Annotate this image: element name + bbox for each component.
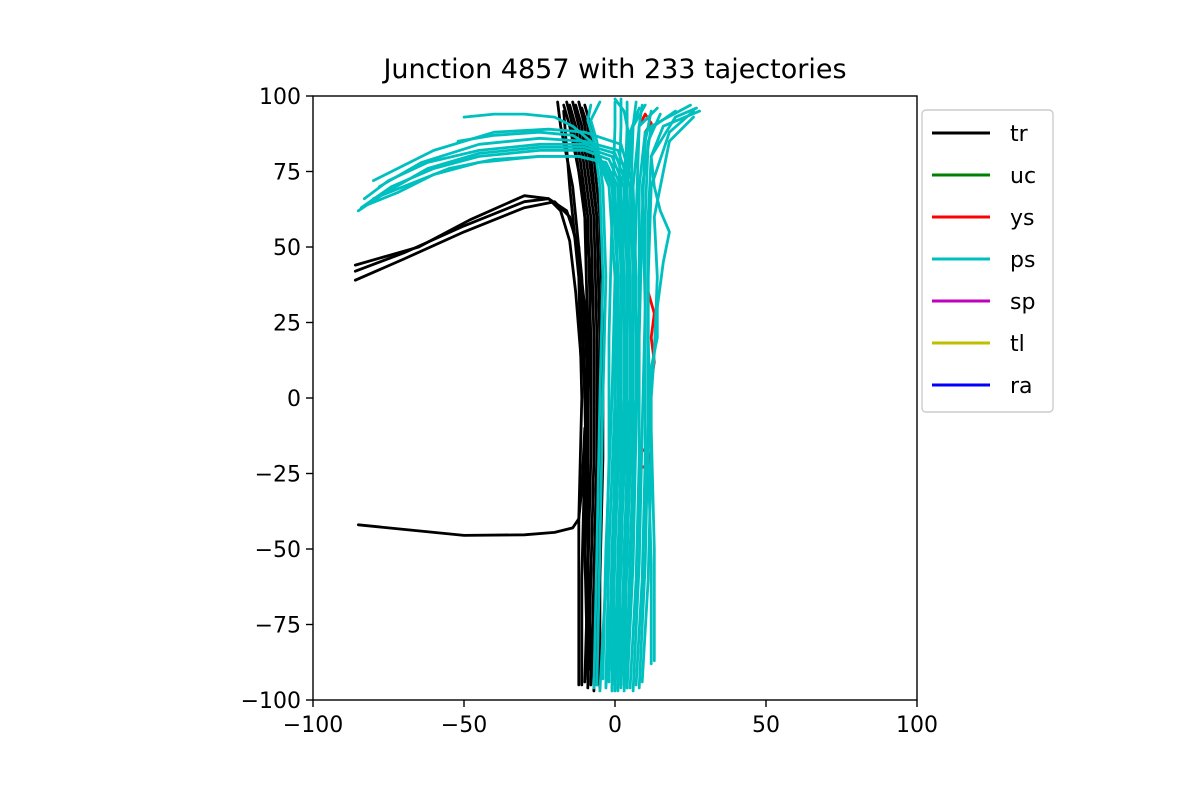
legend-label-ra: ra <box>1010 374 1033 399</box>
x-tick-label: −50 <box>441 713 487 738</box>
x-tick-label: 0 <box>608 713 622 738</box>
trajectory-ps-24 <box>372 127 638 690</box>
legend-label-ys: ys <box>1010 206 1034 231</box>
trajectory-tr-12 <box>353 194 584 370</box>
y-tick-label: 25 <box>273 312 301 337</box>
y-axis: −100 −75 −50 −25 0 25 50 75 100 <box>241 85 313 714</box>
legend-label-ps: ps <box>1010 248 1035 273</box>
trajectory-ps-14 <box>631 103 692 693</box>
y-tick-label: 50 <box>273 236 301 261</box>
y-tick-label: −50 <box>255 538 301 563</box>
x-axis: −100 −50 0 50 100 <box>283 700 938 738</box>
trajectory-ps-8 <box>646 109 695 666</box>
y-tick-label: 75 <box>273 161 301 186</box>
trajectory-ps-13 <box>625 109 677 690</box>
trajectory-tr-2 <box>571 100 596 690</box>
trajectory-ps-26 <box>586 103 605 690</box>
trajectory-ps-23 <box>378 136 635 687</box>
trajectory-tr-9 <box>562 109 584 687</box>
legend: tr uc ys ps sp tl ra <box>921 109 1054 413</box>
trajectory-tr-13 <box>356 426 587 537</box>
trajectory-ps-16 <box>462 112 617 681</box>
y-tick-label: 100 <box>259 85 301 110</box>
x-tick-label: 100 <box>896 713 938 738</box>
trajectory-ps-25 <box>589 100 608 687</box>
legend-label-sp: sp <box>1010 290 1035 315</box>
trajectory-ps-19 <box>366 155 623 690</box>
legend-box <box>921 109 1054 413</box>
chart-title: Junction 4857 with 233 tajectories <box>381 54 846 85</box>
legend-label-uc: uc <box>1010 164 1036 189</box>
series-layer <box>353 97 701 693</box>
trajectory-ps-27 <box>610 97 632 672</box>
y-tick-label: −100 <box>241 689 301 714</box>
y-tick-label: −25 <box>255 463 301 488</box>
x-tick-label: −100 <box>283 713 343 738</box>
trajectory-ps-15 <box>637 109 701 690</box>
trajectory-ps-22 <box>362 142 632 690</box>
legend-label-tl: tl <box>1010 332 1025 357</box>
y-tick-label: 0 <box>287 387 301 412</box>
legend-label-tr: tr <box>1010 122 1029 147</box>
y-tick-label: −75 <box>255 614 301 639</box>
x-tick-label: 50 <box>752 713 780 738</box>
